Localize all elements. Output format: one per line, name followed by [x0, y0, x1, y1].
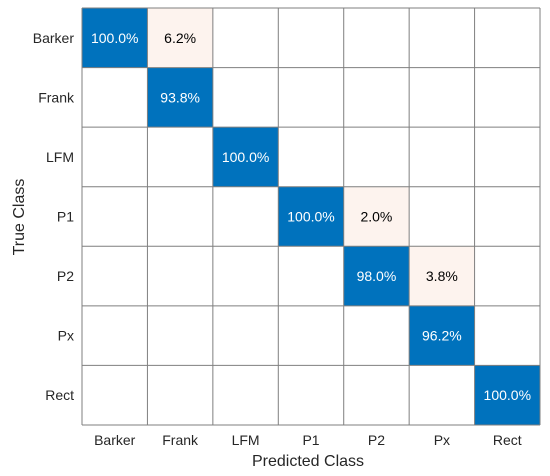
cell-barker-frank: [147, 8, 213, 68]
y-tick-label: P2: [57, 268, 74, 284]
x-tick-label: Px: [434, 432, 450, 448]
cell-lfm-lfm: [212, 127, 279, 187]
cell-value-label: 93.8%: [160, 89, 200, 105]
x-tick-label: P1: [302, 432, 319, 448]
cell-p2-p2: [343, 246, 410, 306]
x-tick-label: LFM: [232, 432, 260, 448]
cell-value-label: 6.2%: [164, 30, 196, 46]
x-tick-label: P2: [368, 432, 385, 448]
x-tick-label: Rect: [493, 432, 522, 448]
y-tick-label: P1: [57, 208, 74, 224]
y-tick-label: LFM: [46, 149, 74, 165]
cell-rect-rect: [474, 365, 541, 425]
y-axis-title: True Class: [11, 179, 28, 256]
cell-px-px: [409, 305, 475, 366]
cell-value-label: 3.8%: [426, 268, 458, 284]
y-tick-label: Px: [58, 328, 74, 344]
cell-value-label: 100.0%: [91, 30, 138, 46]
grid-layer: [81, 7, 541, 426]
cells-layer: 100.0% 6.2% 93.8% 100.0% 100.0% 2.0% 98.0% 3.8%…: [82, 8, 541, 425]
x-axis-title: Predicted Class: [252, 453, 364, 470]
y-tick-label: Frank: [38, 89, 75, 105]
cell-value-label: 100.0%: [287, 208, 334, 224]
cell-frank-frank: [147, 67, 213, 128]
cell-value-label: 98.0%: [357, 268, 397, 284]
cell-p1-p1: [278, 186, 344, 247]
y-tick-label: Barker: [33, 30, 75, 46]
cell-value-label: 100.0%: [222, 149, 269, 165]
cell-p1-p2: [343, 186, 410, 247]
y-tick-label: Rect: [45, 387, 74, 403]
x-tick-label: Frank: [162, 432, 199, 448]
cell-value-label: 2.0%: [360, 208, 392, 224]
labels-layer: Barker Frank LFM P1 P2 Px Rect Barker Frank LFM P1…: [33, 30, 522, 448]
cell-value-label: 100.0%: [484, 387, 531, 403]
cell-p2-px: [409, 246, 475, 306]
cell-value-label: 96.2%: [422, 328, 462, 344]
cell-barker-barker: [82, 8, 148, 68]
x-tick-label: Barker: [94, 432, 136, 448]
